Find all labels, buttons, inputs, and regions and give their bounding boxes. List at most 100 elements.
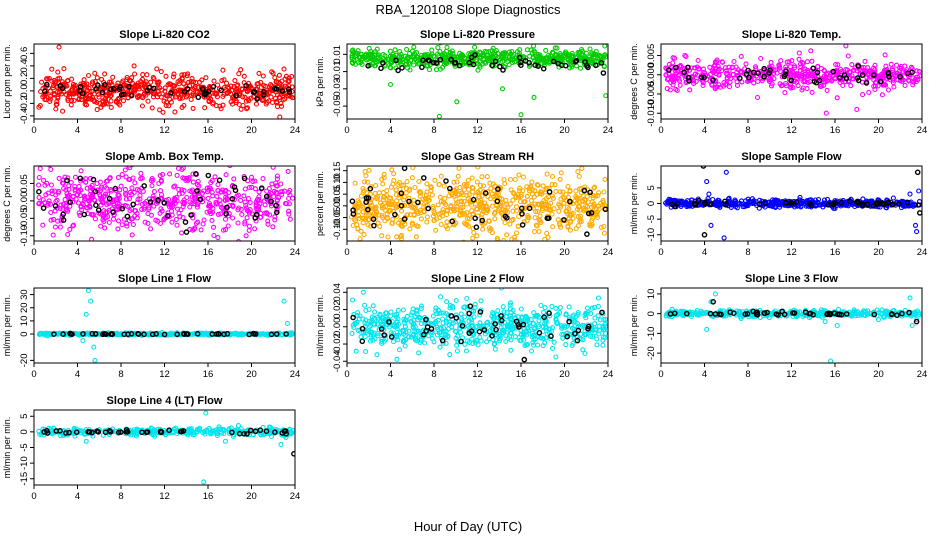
data-point <box>526 205 533 212</box>
x-tick-label: 8 <box>118 369 123 380</box>
data-point <box>76 183 82 189</box>
data-point <box>418 305 424 312</box>
data-point <box>497 332 503 338</box>
data-point <box>148 226 154 232</box>
data-point <box>435 45 441 51</box>
data-point <box>360 204 366 210</box>
data-point <box>188 96 194 103</box>
data-point <box>491 211 498 217</box>
data-point <box>142 200 148 206</box>
data-point <box>246 223 252 229</box>
data-point <box>746 74 752 81</box>
data-point <box>110 209 116 215</box>
data-point <box>849 62 855 68</box>
data-point <box>474 233 480 239</box>
data-point <box>67 330 73 337</box>
data-point <box>181 102 187 109</box>
data-point <box>248 174 255 180</box>
data-point <box>49 191 55 197</box>
data-point <box>464 201 470 207</box>
data-point <box>282 83 288 89</box>
data-point <box>180 215 186 221</box>
data-point-outlier <box>914 229 920 235</box>
data-point <box>507 300 514 306</box>
data-point <box>120 98 127 104</box>
data-point <box>395 181 401 187</box>
data-point <box>356 55 362 61</box>
data-point-outlier <box>456 166 462 171</box>
data-point <box>475 198 481 204</box>
data-point <box>465 196 471 202</box>
data-point <box>777 201 783 208</box>
data-point <box>235 332 241 338</box>
data-point <box>273 331 280 337</box>
data-point <box>49 188 55 194</box>
data-point <box>859 72 866 78</box>
data-point <box>362 302 368 308</box>
data-point <box>486 49 492 55</box>
x-tick-label: 24 <box>290 247 301 258</box>
data-point <box>553 305 559 311</box>
data-point <box>102 81 108 88</box>
data-point <box>162 85 168 91</box>
data-point <box>54 331 60 337</box>
data-point <box>537 213 543 219</box>
data-point <box>872 80 879 86</box>
data-point <box>707 64 713 70</box>
data-point <box>92 331 99 337</box>
data-point <box>504 309 510 316</box>
data-point <box>600 70 607 76</box>
data-point <box>404 46 410 52</box>
data-point <box>531 44 537 49</box>
data-point <box>496 63 503 70</box>
x-tick-label: 0 <box>31 247 36 258</box>
y-tick-label: -0.05 <box>19 207 30 229</box>
data-point <box>70 222 77 228</box>
data-point <box>437 56 444 63</box>
data-point <box>798 76 804 82</box>
data-point <box>51 92 57 98</box>
data-point <box>871 72 877 78</box>
data-point <box>677 82 683 88</box>
data-point <box>488 185 494 191</box>
data-point <box>395 307 401 313</box>
data-point <box>433 216 440 222</box>
data-point <box>783 68 789 75</box>
data-point <box>601 223 607 230</box>
data-point <box>683 199 689 205</box>
data-point <box>700 69 706 76</box>
data-point <box>767 67 773 74</box>
data-point <box>159 208 165 214</box>
data-point <box>472 339 478 346</box>
data-point <box>174 222 180 228</box>
data-point <box>504 214 510 221</box>
data-point <box>477 187 483 193</box>
data-point <box>602 330 608 336</box>
data-point <box>115 100 121 106</box>
data-point <box>134 210 140 217</box>
data-point <box>147 199 154 205</box>
data-point <box>885 199 892 205</box>
data-point <box>203 75 209 81</box>
data-point <box>550 195 556 201</box>
data-point <box>181 88 188 95</box>
data-point <box>88 196 94 202</box>
data-point-outlier <box>704 179 710 185</box>
data-point <box>542 205 548 211</box>
data-point <box>452 59 459 66</box>
data-point <box>429 335 435 341</box>
data-point <box>94 75 100 81</box>
data-point <box>420 196 426 203</box>
data-point <box>154 66 160 72</box>
data-point <box>130 201 136 208</box>
data-point <box>349 330 355 336</box>
y-tick-label: -0.05 <box>332 207 343 229</box>
data-point <box>534 191 540 197</box>
data-point <box>378 65 384 72</box>
data-point <box>522 199 528 205</box>
data-point <box>258 185 265 191</box>
data-point-outlier <box>499 86 506 92</box>
data-point <box>164 99 170 105</box>
data-point <box>233 98 239 104</box>
